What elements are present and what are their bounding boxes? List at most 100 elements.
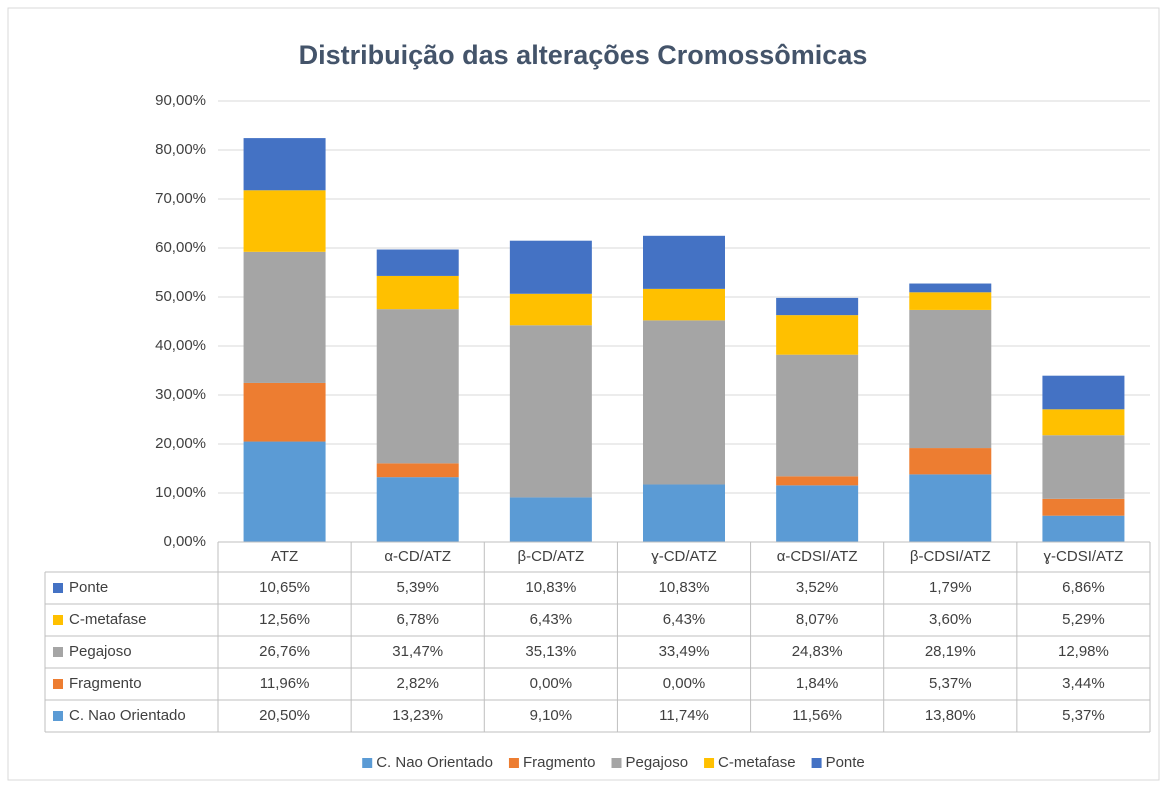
table-cell: 11,74%: [659, 707, 709, 724]
bar-segment: [776, 315, 859, 355]
bar-segment: [909, 292, 992, 310]
table-cell: 5,39%: [396, 579, 439, 596]
bar-segment: [509, 293, 592, 326]
legend-label: C. Nao Orientado: [376, 754, 493, 771]
table-cell: 0,00%: [663, 675, 706, 692]
legend-label: Pegajoso: [625, 754, 688, 771]
table-cell: 2,82%: [396, 675, 439, 692]
legend-label: Ponte: [826, 754, 865, 771]
table-cell: 0,00%: [530, 675, 573, 692]
y-tick-label: 20,00%: [155, 435, 206, 452]
table-legend-key: [53, 711, 63, 721]
x-tick-label: β-CD/ATZ: [518, 548, 585, 565]
table-cell: 13,80%: [925, 707, 976, 724]
table-cell: 6,43%: [530, 611, 573, 628]
x-tick-label: ɣ-CD/ATZ: [651, 548, 717, 565]
y-tick-label: 80,00%: [155, 141, 206, 158]
bar-segment: [243, 251, 326, 383]
legend-label: Fragmento: [523, 754, 596, 771]
x-tick-label: ɣ-CDSI/ATZ: [1044, 548, 1124, 565]
table-cell: 26,76%: [259, 643, 310, 660]
table-cell: 10,65%: [259, 579, 310, 596]
bar-segment: [643, 484, 725, 542]
y-tick-label: 60,00%: [155, 239, 206, 256]
table-cell: 8,07%: [796, 611, 839, 628]
table-cell: 12,56%: [259, 611, 310, 628]
legend-key: [811, 758, 822, 768]
bar-segment: [376, 477, 459, 542]
table-cell: 24,83%: [792, 643, 843, 660]
table-cell: 9,10%: [530, 707, 573, 724]
table-row-label: C-metafase: [69, 611, 147, 628]
table-cell: 11,96%: [260, 675, 310, 692]
table-cell: 13,23%: [392, 707, 443, 724]
table-row-label: C. Nao Orientado: [69, 707, 186, 724]
table-cell: 6,78%: [396, 611, 439, 628]
bar-segment: [909, 448, 992, 475]
x-tick-label: β-CDSI/ATZ: [910, 548, 991, 565]
bar-segment: [776, 297, 859, 316]
bar-segment: [1042, 409, 1125, 436]
bar-segment: [376, 309, 459, 464]
x-tick-label: α-CD/ATZ: [384, 548, 451, 565]
table-cell: 20,50%: [259, 707, 310, 724]
x-tick-label: ATZ: [271, 548, 298, 565]
legend-label: C-metafase: [718, 754, 796, 771]
bar-segment: [243, 441, 326, 542]
y-tick-label: 50,00%: [155, 288, 206, 305]
table-legend-key: [53, 615, 63, 625]
bar-segment: [909, 283, 992, 293]
bar-segment: [776, 485, 859, 542]
bar-segment: [243, 190, 326, 252]
table-cell: 5,37%: [929, 675, 972, 692]
y-tick-label: 30,00%: [155, 386, 206, 403]
bar-segment: [643, 235, 725, 289]
table-cell: 6,86%: [1062, 579, 1105, 596]
table-cell: 1,79%: [929, 579, 972, 596]
y-tick-label: 10,00%: [155, 484, 206, 501]
bar-segment: [376, 275, 459, 310]
table-legend-key: [53, 647, 63, 657]
table-cell: 3,52%: [796, 579, 839, 596]
bar-segment: [1042, 515, 1125, 542]
table-cell: 10,83%: [659, 579, 710, 596]
legend-key: [362, 758, 373, 768]
table-cell: 31,47%: [392, 643, 443, 660]
y-tick-label: 70,00%: [155, 190, 206, 207]
table-legend-key: [53, 679, 63, 689]
y-tick-label: 40,00%: [155, 337, 206, 354]
table-row-label: Pegajoso: [69, 643, 132, 660]
bar-segment: [643, 288, 725, 321]
bar-segment: [243, 382, 326, 442]
table-cell: 5,29%: [1062, 611, 1105, 628]
table-legend-key: [53, 583, 63, 593]
bar-segment: [376, 463, 459, 478]
bar-segment: [643, 320, 725, 485]
bar-segment: [909, 309, 992, 449]
table-cell: 11,56%: [792, 707, 842, 724]
bar-segment: [776, 476, 859, 486]
legend-key: [611, 758, 622, 768]
table-cell: 28,19%: [925, 643, 976, 660]
chart-title: Distribuição das alterações Cromossômica…: [299, 40, 868, 70]
bar-segment: [509, 497, 592, 542]
y-tick-label: 90,00%: [155, 92, 206, 109]
bar-segment: [509, 325, 592, 498]
y-tick-label: 0,00%: [163, 533, 206, 550]
table-cell: 10,83%: [525, 579, 576, 596]
bar-segment: [243, 138, 326, 191]
bar-segment: [776, 354, 859, 477]
x-tick-label: α-CDSI/ATZ: [777, 548, 858, 565]
table-cell: 3,44%: [1062, 675, 1105, 692]
table-row-label: Fragmento: [69, 675, 142, 692]
bar-segment: [909, 474, 992, 542]
table-cell: 33,49%: [659, 643, 710, 660]
bar-segment: [1042, 435, 1125, 499]
table-cell: 5,37%: [1062, 707, 1105, 724]
table-cell: 6,43%: [663, 611, 706, 628]
table-cell: 3,60%: [929, 611, 972, 628]
legend-key: [704, 758, 715, 768]
table-row-label: Ponte: [69, 579, 108, 596]
bar-segment: [1042, 498, 1125, 516]
